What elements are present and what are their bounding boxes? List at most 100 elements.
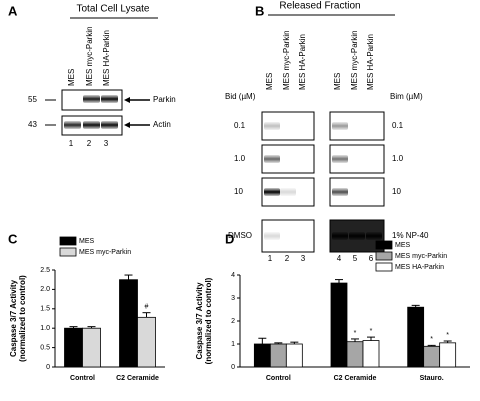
bar [285, 343, 303, 368]
bar [346, 341, 364, 368]
row-label: 10 [234, 187, 243, 196]
y-axis-label: Caspase 3/7 Activity [9, 279, 18, 357]
y-tick-label: 3 [231, 295, 235, 302]
blot-box [329, 177, 385, 207]
row-label: 0.1 [234, 121, 246, 130]
y-axis-label: (normalized to control) [18, 275, 27, 362]
blot-band [349, 232, 365, 240]
row-header: Bid (µM) [225, 92, 256, 101]
legend-swatch [375, 240, 393, 250]
row-label: 1% NP-40 [392, 231, 429, 240]
bar [82, 327, 101, 368]
bar [137, 316, 156, 368]
lane-number: 6 [369, 254, 374, 263]
y-tick-label: 1.5 [40, 306, 50, 313]
lane-number: 3 [104, 139, 109, 148]
bar [269, 343, 287, 368]
y-tick-label: 2.0 [40, 286, 50, 293]
y-tick-label: 1 [231, 341, 235, 348]
blot-band [264, 232, 280, 240]
bar [253, 343, 271, 368]
x-tick-label: Control [70, 375, 95, 382]
y-tick-label: 2.5 [40, 267, 50, 274]
blot-band [101, 95, 118, 103]
significance-marker: * [430, 336, 433, 343]
y-tick-label: 0.5 [40, 344, 50, 351]
legend-label: MES myc-Parkin [395, 253, 447, 260]
x-tick-label: Control [266, 375, 291, 382]
blot-band [64, 121, 81, 129]
y-axis-label: Caspase 3/7 Activity [195, 282, 204, 360]
lane-number: 1 [268, 254, 273, 263]
lane-label: MES [67, 69, 76, 86]
blot-band [264, 122, 280, 130]
row-label: 0.1 [392, 121, 404, 130]
bar [64, 327, 83, 368]
y-tick-label: 0 [231, 364, 235, 371]
lane-number: 3 [301, 254, 306, 263]
blot-band [366, 232, 382, 240]
lane-label: MES myc-Parkin [350, 30, 359, 90]
blot-band [332, 122, 348, 130]
legend-swatch [375, 251, 393, 261]
legend-label: MES HA-Parkin [395, 264, 444, 271]
blot-band [83, 95, 100, 103]
legend-label: MES [395, 242, 411, 249]
lane-label: MES [265, 73, 274, 90]
lane-number: 2 [87, 139, 92, 148]
lane-number: 2 [285, 254, 290, 263]
bar [407, 306, 425, 368]
blot-title: Released Fraction [279, 1, 360, 12]
panel-label: A [8, 3, 18, 18]
y-tick-label: 0 [46, 364, 50, 371]
arrow-head [124, 97, 130, 103]
blot-band [332, 232, 348, 240]
bar [362, 340, 380, 368]
lane-label: MES HA-Parkin [366, 34, 375, 90]
legend-label: MES [79, 238, 95, 245]
blot-band [264, 188, 280, 196]
significance-marker: # [145, 304, 149, 311]
blot-band [332, 188, 348, 196]
arrow-head [124, 122, 130, 128]
band-label: Parkin [153, 95, 176, 104]
significance-marker: * [354, 330, 357, 337]
band-label: Actin [153, 120, 171, 129]
row-label: 10 [392, 187, 401, 196]
bar [119, 279, 138, 368]
lane-label: MES myc-Parkin [85, 26, 94, 86]
y-axis-label: (normalized to control) [204, 277, 213, 364]
legend-label: MES myc-Parkin [79, 249, 131, 256]
lane-label: MES [333, 73, 342, 90]
lane-number: 4 [337, 254, 342, 263]
row-label: 1.0 [392, 154, 404, 163]
legend-swatch [59, 236, 77, 246]
y-tick-label: 1.0 [40, 325, 50, 332]
row-label: 1.0 [234, 154, 246, 163]
mw-marker: 55 [28, 95, 37, 104]
legend-swatch [59, 247, 77, 257]
row-label: DMSO [228, 231, 252, 240]
x-tick-label: Stauro. [420, 375, 444, 382]
blot-band [101, 121, 118, 129]
bar [439, 342, 457, 368]
panel-label: B [255, 3, 264, 18]
bar [330, 282, 348, 368]
lane-number: 1 [69, 139, 74, 148]
blot-band [280, 188, 296, 196]
significance-marker: * [370, 328, 373, 335]
lane-label: MES HA-Parkin [298, 34, 307, 90]
lane-label: MES myc-Parkin [282, 30, 291, 90]
blot-band [83, 121, 100, 129]
panel-label: D [225, 231, 234, 246]
row-header: Bim (µM) [390, 92, 423, 101]
y-tick-label: 2 [231, 318, 235, 325]
blot-title: Total Cell Lysate [77, 4, 150, 15]
legend-swatch [375, 262, 393, 272]
significance-marker: * [446, 332, 449, 339]
panel-label: C [8, 231, 18, 246]
lane-label: MES HA-Parkin [102, 30, 111, 86]
mw-marker: 43 [28, 120, 37, 129]
